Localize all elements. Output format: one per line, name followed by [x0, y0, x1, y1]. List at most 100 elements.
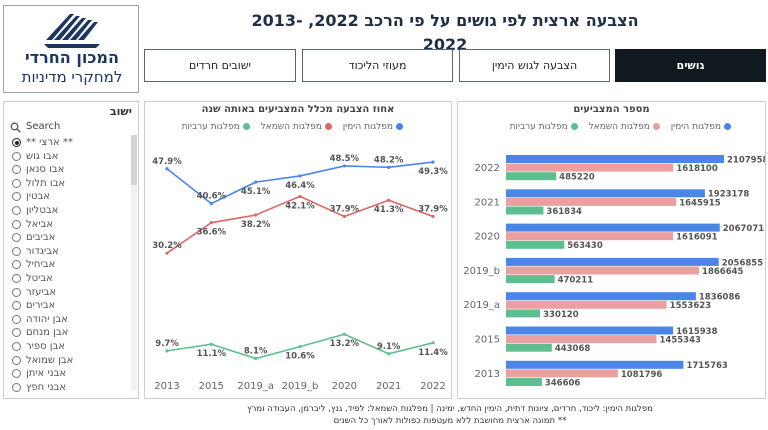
radio-icon[interactable] [12, 355, 21, 365]
logo-line-1: המכון החרדי [25, 48, 119, 67]
locality-option-label: אבני חפץ [26, 381, 67, 393]
search-input[interactable]: Search [8, 121, 132, 135]
locality-option-label: אביחיל [26, 259, 56, 271]
locality-option-label: ** ארצי ** [26, 137, 73, 148]
line-point [342, 332, 346, 336]
footer-note-national: ** תמונה ארצית מחושבת ללא מעטפות כפולות … [333, 416, 567, 426]
line-data-label: 13.2% [330, 339, 360, 349]
line-data-label: 47.9% [152, 157, 182, 167]
tab-blocs[interactable]: גושים [615, 49, 766, 82]
radio-icon[interactable] [12, 369, 21, 379]
radio-icon[interactable] [12, 246, 21, 256]
scrollbar-thumb[interactable] [131, 135, 137, 185]
locality-option[interactable]: אביעזר [4, 286, 132, 300]
locality-option[interactable]: אביאל [4, 218, 132, 232]
locality-option-label: אבני איתן [26, 368, 67, 380]
locality-option[interactable]: אבטליון [4, 204, 132, 218]
bar-data-label: 1455343 [660, 336, 701, 346]
locality-option[interactable]: אבו תלול [4, 177, 132, 191]
locality-option[interactable]: אביבים [4, 231, 132, 245]
radio-icon[interactable] [12, 328, 21, 338]
locality-option-label: אביעזר [26, 286, 57, 298]
line-chart-title: אחוז הצבעה מכלל המצביעים באותה שנה [201, 104, 395, 115]
locality-list: ** ארצי ** אבו גוש אבו סנאן אבו תלול אבטין אב… [4, 136, 132, 401]
radio-icon[interactable] [12, 165, 21, 175]
bar-data-label: 1866645 [702, 267, 743, 277]
radio-icon[interactable] [12, 314, 21, 324]
radio-icon[interactable] [12, 382, 21, 392]
line-point [298, 174, 302, 178]
bar-data-label: 470211 [558, 276, 594, 286]
locality-option-label: אבו גוש [26, 150, 59, 162]
locality-option[interactable]: אבן ספיר [4, 340, 132, 354]
legend-label-right: מפלגות הימין [342, 122, 393, 132]
radio-icon[interactable] [12, 301, 21, 311]
locality-option[interactable]: אבו סנאן [4, 163, 132, 177]
locality-option[interactable]: ** ארצי ** [4, 136, 132, 150]
line-point [165, 167, 169, 171]
line-point [387, 165, 391, 169]
line-point [431, 341, 435, 345]
radio-icon[interactable] [12, 151, 21, 161]
bar-legend-dot-arab [570, 123, 578, 130]
line-point [209, 221, 213, 225]
radio-icon[interactable] [12, 138, 21, 147]
tab-right-bloc-vote[interactable]: הצבעה לגוש הימין [459, 49, 610, 82]
bar-chart-title: מספר המצביעים [573, 104, 650, 115]
radio-icon[interactable] [12, 178, 21, 188]
y-tick-label: 2015 [475, 335, 500, 346]
line-data-label: 8.1% [244, 347, 268, 357]
locality-option[interactable]: אבני איתן [4, 367, 132, 381]
bar-data-label: 2067071 [723, 224, 764, 234]
bar [506, 240, 565, 249]
line-data-label: 11.1% [197, 349, 227, 359]
radio-icon[interactable] [12, 205, 21, 215]
line-point [387, 198, 391, 202]
locality-option[interactable]: אבן שמואל [4, 354, 132, 368]
page-title: הצבעה ארצית לפי גושים על פי הרכב 2022, 2… [251, 11, 639, 54]
locality-option[interactable]: אבן מנחם [4, 326, 132, 340]
locality-option[interactable]: אבטין [4, 190, 132, 204]
locality-option[interactable]: אביחיל [4, 258, 132, 272]
x-tick-label: 2015 [199, 381, 224, 392]
locality-option[interactable]: אבירים [4, 299, 132, 313]
bar-data-label: 1615938 [676, 327, 717, 337]
bar-data-label: 1836086 [699, 293, 740, 303]
line-point [387, 352, 391, 356]
tab-haredi-localities[interactable]: ישובים חרדים [144, 49, 296, 82]
y-tick-label: 2019_b [463, 266, 500, 277]
line-point [254, 180, 258, 184]
bar [506, 335, 657, 344]
tab-likud-strongholds[interactable]: מעוזי הליכוד [302, 49, 453, 82]
radio-icon[interactable] [12, 192, 21, 202]
line-data-label: 49.3% [418, 167, 448, 177]
scrollbar[interactable] [131, 135, 137, 390]
radio-icon[interactable] [12, 219, 21, 229]
bar-data-label: 330120 [543, 310, 579, 320]
radio-icon[interactable] [12, 287, 21, 297]
radio-icon[interactable] [12, 273, 21, 283]
bar [506, 300, 667, 309]
locality-option-label: אבן שמואל [26, 354, 74, 366]
line-data-label: 48.5% [330, 154, 360, 164]
locality-option[interactable]: אביטל [4, 272, 132, 286]
bar [506, 232, 674, 241]
logo-emblem-icon [44, 14, 100, 48]
radio-icon[interactable] [12, 233, 21, 243]
locality-option-label: אביבים [26, 232, 56, 244]
locality-option[interactable]: אבני חפץ [4, 381, 132, 395]
line-data-label: 42.1% [285, 201, 315, 211]
locality-option-label: אבן יהודה [26, 313, 68, 325]
locality-option[interactable]: אביגדור [4, 245, 132, 259]
footer-note-parties: מפלגות הימין: ליכוד, חרדים, ציונות דתית,… [247, 404, 653, 414]
line-data-label: 11.4% [418, 348, 448, 358]
locality-option[interactable]: אבן יהודה [4, 313, 132, 327]
line-point [254, 213, 258, 217]
locality-option-label: אבן מנחם [26, 327, 69, 339]
bar-data-label: 485220 [559, 173, 595, 183]
radio-icon[interactable] [12, 260, 21, 270]
radio-icon[interactable] [12, 341, 21, 351]
search-icon [10, 122, 21, 133]
locality-option[interactable]: אבו גוש [4, 150, 132, 164]
